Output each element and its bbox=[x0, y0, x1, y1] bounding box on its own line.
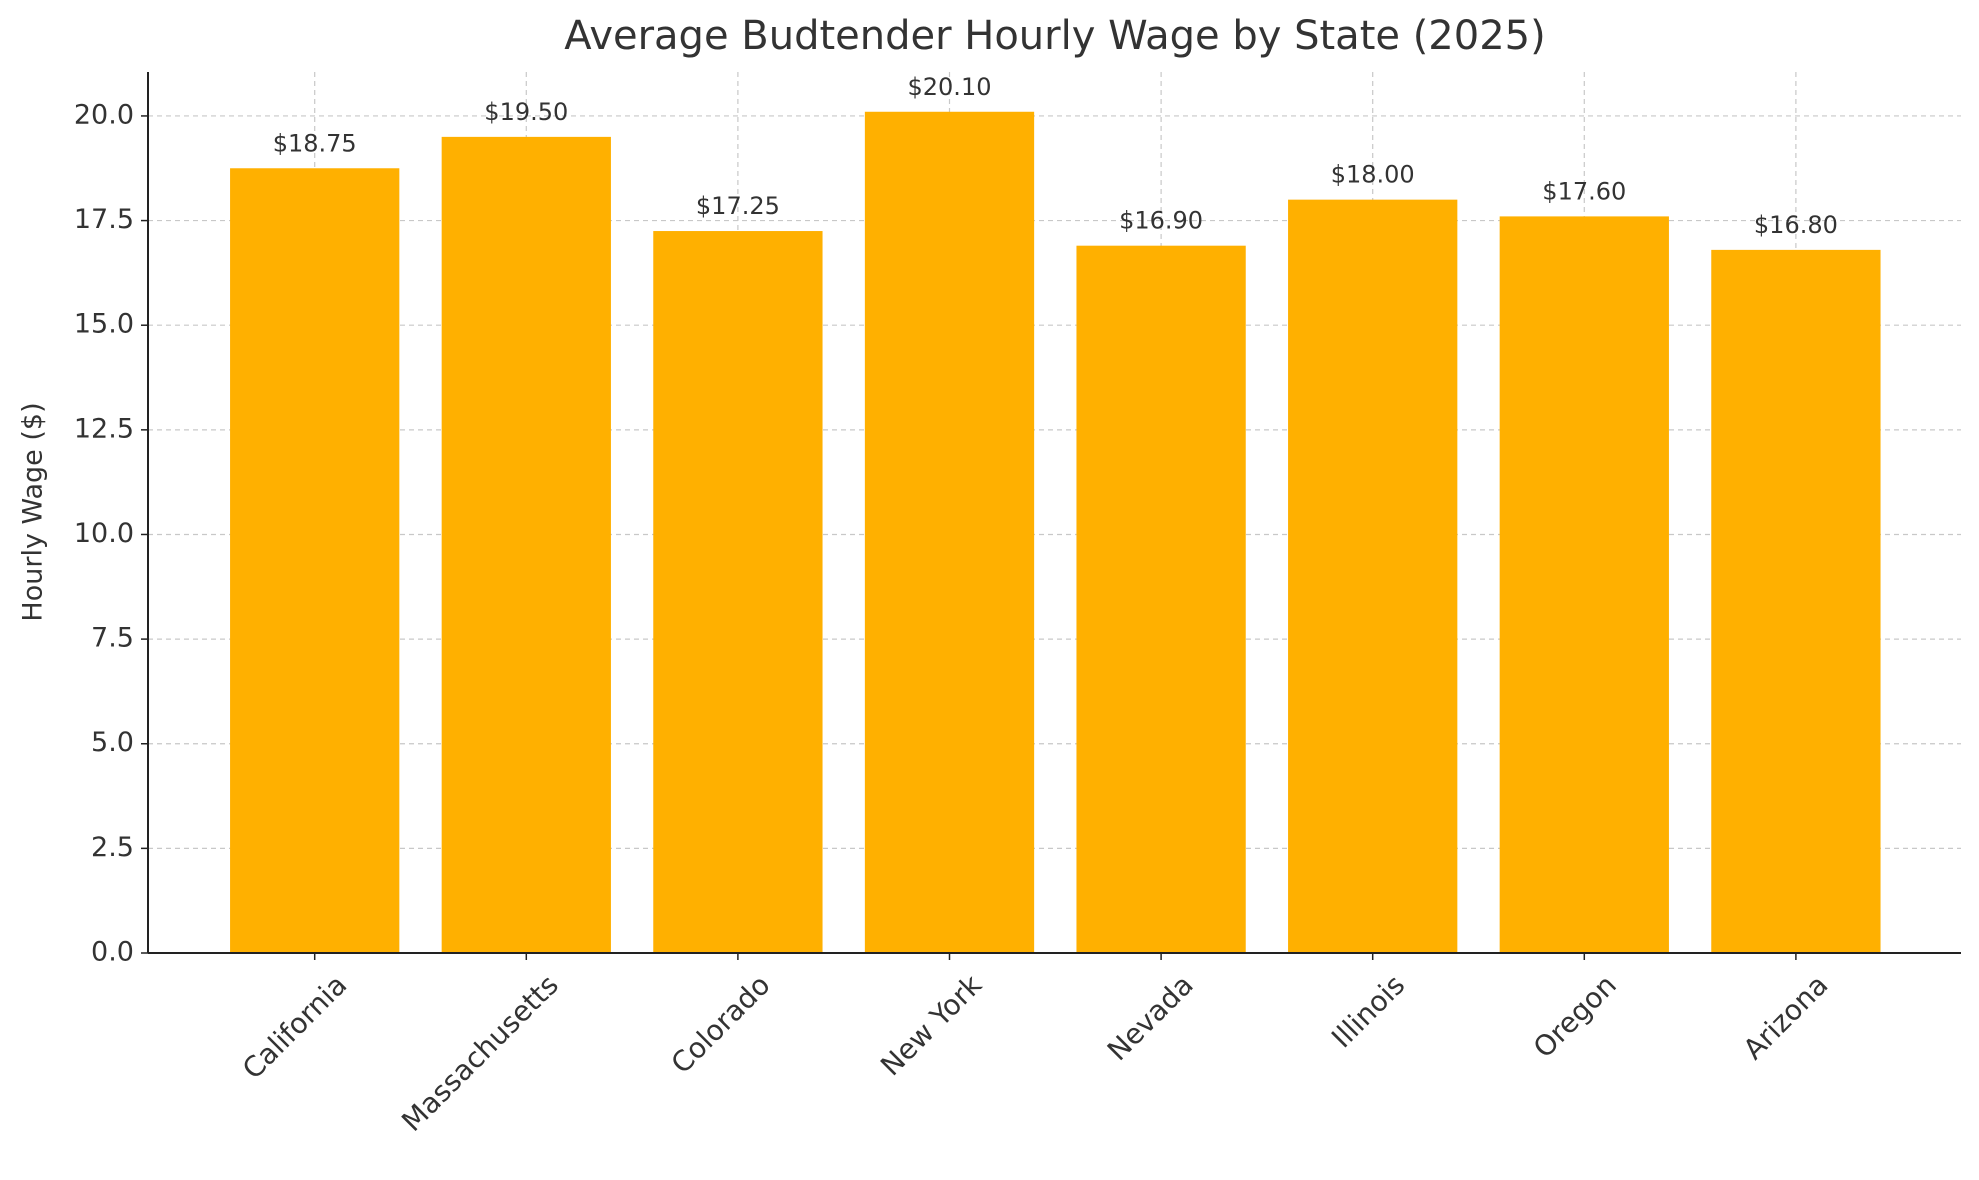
y-axis-label: Hourly Wage ($) bbox=[18, 402, 49, 621]
y-tick-label: 20.0 bbox=[74, 99, 134, 130]
x-tick-label: Massachusetts bbox=[395, 968, 565, 1138]
x-tick-label: Illinois bbox=[1325, 968, 1411, 1054]
x-tick-label: New York bbox=[874, 968, 989, 1083]
x-tick-label: Oregon bbox=[1527, 968, 1623, 1064]
bar bbox=[1288, 199, 1458, 954]
y-tick-label: 5.0 bbox=[91, 727, 134, 758]
bar bbox=[864, 111, 1035, 954]
bar bbox=[1499, 216, 1669, 954]
y-tick-label: 7.5 bbox=[91, 623, 134, 654]
y-tick-label: 10.0 bbox=[74, 518, 134, 549]
x-tick-label: Arizona bbox=[1737, 968, 1835, 1066]
value-label: $18.00 bbox=[1331, 161, 1415, 189]
y-tick-label: 17.5 bbox=[74, 204, 134, 235]
bar bbox=[441, 136, 611, 954]
bar bbox=[230, 168, 400, 953]
bar bbox=[1076, 245, 1246, 953]
bar bbox=[653, 231, 823, 953]
value-label: $16.80 bbox=[1754, 211, 1838, 239]
y-tick-label: 0.0 bbox=[91, 937, 134, 968]
x-tick-label: Colorado bbox=[665, 968, 777, 1080]
y-tick-label: 2.5 bbox=[91, 832, 134, 863]
chart-title: Average Budtender Hourly Wage by State (… bbox=[564, 13, 1545, 59]
value-label: $17.60 bbox=[1542, 177, 1626, 205]
y-tick-label: 12.5 bbox=[74, 413, 134, 444]
value-label: $17.25 bbox=[696, 192, 780, 220]
value-label: $20.10 bbox=[908, 73, 992, 101]
x-tick-label: California bbox=[236, 968, 353, 1085]
y-tick-label: 15.0 bbox=[74, 309, 134, 340]
x-tick-label: Nevada bbox=[1101, 968, 1200, 1067]
value-label: $18.75 bbox=[273, 129, 357, 157]
bar bbox=[1711, 249, 1881, 953]
value-label: $16.90 bbox=[1119, 207, 1203, 235]
value-label: $19.50 bbox=[484, 98, 568, 126]
